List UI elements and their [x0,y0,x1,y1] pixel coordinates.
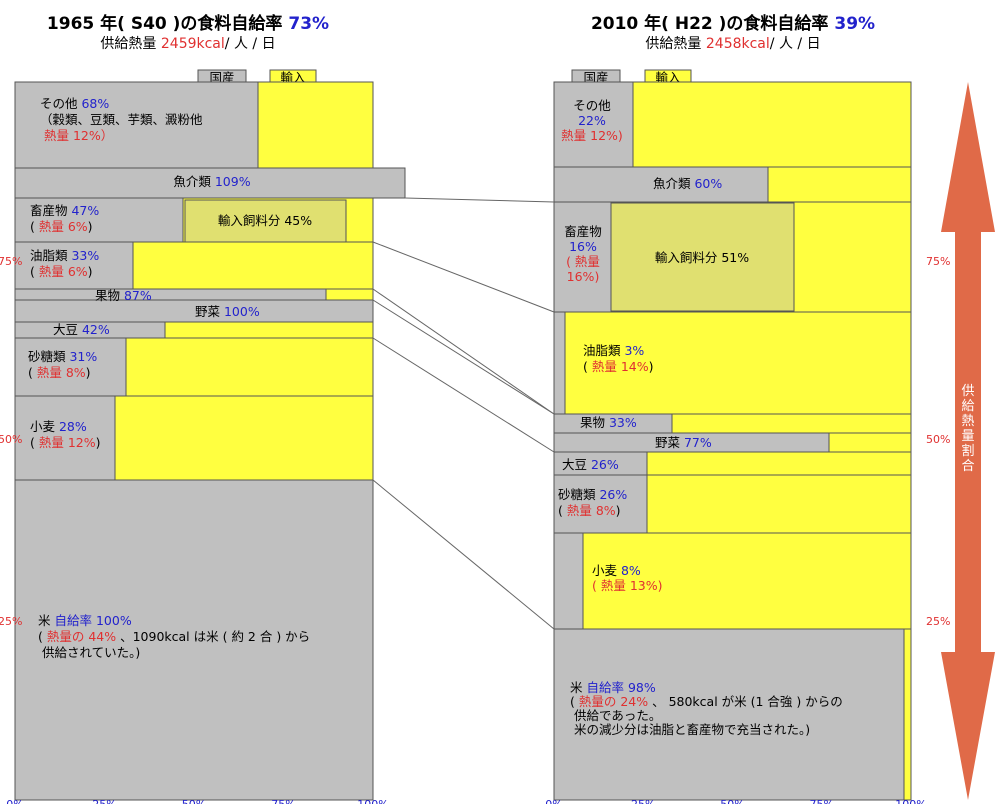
h22-legend-import-label: 輸入 [655,70,681,85]
connector-line-5 [372,479,555,630]
h22-livestock-domestic-bar [553,201,612,313]
h22-label-4: 果物 33% [580,415,637,430]
s40-vegetables-domestic-bar [14,299,374,323]
connector-line-0 [404,197,555,203]
connector-line-2 [372,288,555,415]
h22-label-0: その他 22%熱量 12%) [561,98,623,143]
right-header: 2010 年( H22 )の食料自給率 39% 供給熱量 2458kcal/ 人… [548,14,918,52]
h22-label-3: 油脂類 3%( 熱量 14%) [583,343,654,374]
h22-sugar-domestic-bar [553,474,648,534]
s40-feed-box [184,199,347,243]
s40-legend-domestic-label: 国産 [209,70,234,85]
h22-oils-domestic-bar [553,311,566,415]
h22-bottom-tick-1: 25% [631,798,655,804]
double-arrow-icon [941,82,995,800]
s40-label-0: その他 68%（穀類、豆類、芋類、澱粉他 熱量 12%） [40,96,203,143]
s40-label-3: 油脂類 33%( 熱量 6%) [30,248,99,279]
s40-label-5: 野菜 100% [195,304,260,319]
h22-oils-import-bar [553,311,912,415]
connector-line-4 [372,337,555,453]
h22-legend-domestic-label: 国産 [583,70,608,85]
h22-bottom-tick-2: 50% [720,798,744,804]
h22-label-5: 野菜 77% [655,435,712,450]
s40-label-8: 小麦 28%( 熱量 12%) [30,419,101,450]
s40-bottom-tick-4: 100% [357,798,388,804]
h22-label-8: 小麦 8%( 熱量 13%) [592,563,662,593]
h22-feed-box [610,202,795,312]
side-tick-2: 25% [926,615,950,628]
h22-bottom-tick-0: 0% [545,798,562,804]
s40-label-2: 畜産物 47%( 熱量 6%) [30,203,99,234]
right-subtitle: 供給熱量 2458kcal/ 人 / 日 [645,36,821,52]
s40-rice-domestic-bar [14,479,374,801]
s40-label-7: 砂糖類 31%( 熱量 8%) [28,349,97,380]
right-title: 2010 年( H22 )の食料自給率 39% [590,14,876,34]
side-axis-label: 供給熱量割合 [961,384,974,474]
left-side-tick-0: 75% [0,255,22,268]
h22-bottom-tick-3: 75% [810,798,834,804]
h22-label-9: 米 自給率 98%( 熱量の 24% 、 580kcal が米 (1 合強 ) … [570,680,843,737]
left-side-tick-1: 50% [0,433,22,446]
left-subtitle: 供給熱量 2459kcal/ 人 / 日 [100,36,276,52]
s40-wheat-domestic-bar [14,395,116,481]
s40-feed-label: 輸入飼料分 45% [218,213,312,228]
s40-sugar-domestic-bar [14,337,127,397]
s40-bottom-tick-1: 25% [92,798,116,804]
h22-label-2: 畜産物 16%( 熱量 16%) [564,224,602,284]
s40-label-4: 果物 87% [95,288,152,303]
s40-livestock-domestic-bar [14,197,184,243]
side-tick-0: 75% [926,255,950,268]
s40-bottom-tick-2: 50% [182,798,206,804]
left-header: 1965 年( S40 )の食料自給率 73% 供給熱量 2459kcal/ 人… [8,14,368,52]
s40-label-6: 大豆 42% [53,322,110,337]
h22-label-7: 砂糖類 26%( 熱量 8%) [558,487,627,518]
left-title: 1965 年( S40 )の食料自給率 73% [46,14,330,34]
h22-fish-domestic-bar [553,166,769,203]
connector-line-1 [372,241,555,313]
side-tick-1: 50% [926,433,950,446]
s40-bottom-tick-0: 0% [6,798,23,804]
h22-wheat-import-bar [553,532,912,630]
left-side-tick-2: 25% [0,615,22,628]
connector-line-3 [372,299,555,415]
h22-wheat-domestic-bar [553,532,584,630]
h22-label-6: 大豆 26% [562,457,619,472]
s40-label-1: 魚介類 109% [173,174,250,189]
h22-other-domestic-bar [553,81,634,168]
h22-bottom-tick-4: 100% [895,798,926,804]
s40-other-domestic-bar [14,81,259,169]
h22-feed-label: 輸入飼料分 51% [655,250,749,265]
h22-label-1: 魚介類 60% [653,176,722,191]
s40-bottom-tick-3: 75% [271,798,295,804]
s40-legend-import-label: 輸入 [280,70,306,85]
s40-fruit-domestic-bar [14,288,327,301]
s40-label-9: 米 自給率 100%( 熱量の 44% 、1090kcal は米 ( 約 2 合… [38,613,310,660]
h22-rice-domestic-bar [553,628,905,801]
